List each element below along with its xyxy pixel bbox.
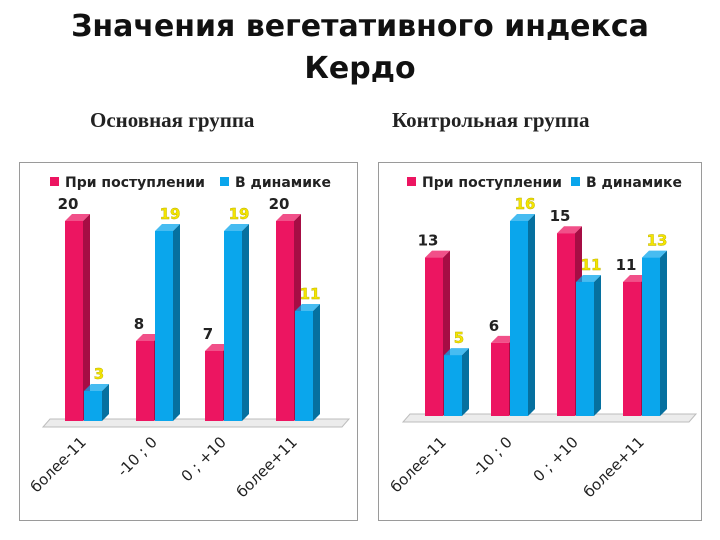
bar-side-s2-c4 xyxy=(660,250,667,416)
tick-label-c4: более+11 xyxy=(233,433,301,501)
legend-entry-2: В динамике xyxy=(586,175,682,191)
slide-title: Значения вегетативного индекса Кердо xyxy=(0,6,720,90)
chart-floor xyxy=(401,413,698,423)
bar-side-s1-c1 xyxy=(83,214,90,421)
data-label-s2-c4: 13 xyxy=(647,232,668,250)
tick-label-c2: -10 ; 0 xyxy=(114,433,161,480)
bar-s2-c2 xyxy=(155,231,173,421)
chart-main-group: При поступлении В динамике 20 3 более-11 8 19 -… xyxy=(19,162,358,521)
bar-s2-c4 xyxy=(642,257,660,416)
bar-top-s2-c1 xyxy=(84,384,109,391)
bar-top-s2-c2 xyxy=(510,214,535,221)
data-label-s2-c1: 3 xyxy=(94,365,104,383)
chart-floor xyxy=(41,418,351,428)
bar-side-s2-c4 xyxy=(313,304,320,421)
bar-side-s2-c1 xyxy=(462,348,469,416)
bar-top-s1-c4 xyxy=(623,274,648,282)
bar-top-s1-c2 xyxy=(491,335,516,343)
data-label-s2-c2: 19 xyxy=(160,205,181,223)
tick-label-c2: -10 ; 0 xyxy=(469,433,516,480)
data-label-s1-c4: 20 xyxy=(269,195,290,213)
bar-s2-c3 xyxy=(576,281,594,416)
legend-entry-2: В динамике xyxy=(235,175,331,191)
legend-entry-1: При поступлении xyxy=(65,175,205,191)
data-label-s2-c1: 5 xyxy=(454,329,464,347)
legend-entry-1: При поступлении xyxy=(422,175,562,191)
data-label-s1-c2: 8 xyxy=(134,315,144,333)
bar-s2-c1 xyxy=(444,355,462,416)
tick-label-c4: более+11 xyxy=(580,433,648,501)
title-line-1: Значения вегетативного индекса xyxy=(71,9,649,44)
bar-top-s2-c4 xyxy=(642,250,667,258)
data-label-s2-c3: 11 xyxy=(581,256,602,274)
title-line-2: Кердо xyxy=(304,51,416,86)
bar-s1-c1 xyxy=(65,221,83,421)
bar-top-s1-c3 xyxy=(557,226,582,234)
bar-side-s2-c2 xyxy=(173,224,180,421)
chart-control-svg: При поступлении В динамике 13 5 более-11 6 16 -… xyxy=(387,175,698,501)
bar-top-s2-c4 xyxy=(295,304,320,311)
data-label-s2-c2: 16 xyxy=(515,195,536,213)
bar-s2-c3 xyxy=(224,231,242,421)
data-label-s2-c4: 11 xyxy=(300,285,321,303)
data-label-s1-c4: 11 xyxy=(616,256,637,274)
group-label-main: Основная группа xyxy=(90,108,255,132)
legend-swatch-1 xyxy=(50,177,59,186)
bar-top-s1-c1 xyxy=(65,214,90,221)
data-label-s1-c1: 13 xyxy=(418,232,439,250)
bar-top-s1-c2 xyxy=(136,334,161,341)
bar-s1-c1 xyxy=(425,257,443,416)
data-label-s1-c3: 15 xyxy=(550,207,571,225)
bar-top-s2-c3 xyxy=(224,224,249,231)
bar-s2-c2 xyxy=(510,221,528,416)
bar-top-s2-c2 xyxy=(155,224,180,231)
bar-side-s2-c3 xyxy=(594,274,601,416)
chart-main-svg: При поступлении В динамике 20 3 более-11 8 19 -… xyxy=(27,175,351,501)
data-label-s1-c2: 6 xyxy=(489,317,499,335)
bar-s2-c4 xyxy=(295,311,313,421)
legend-swatch-2 xyxy=(220,177,229,186)
data-label-s2-c3: 19 xyxy=(229,205,250,223)
bar-top-s2-c1 xyxy=(444,348,469,356)
bar-side-s2-c1 xyxy=(102,384,109,421)
bar-top-s1-c3 xyxy=(205,344,230,351)
bar-s2-c1 xyxy=(84,391,102,421)
data-label-s1-c3: 7 xyxy=(203,325,213,343)
bar-top-s1-c4 xyxy=(276,214,301,221)
bar-top-s2-c3 xyxy=(576,274,601,282)
legend-swatch-1 xyxy=(407,177,416,186)
tick-label-c3: 0 ; +10 xyxy=(178,433,230,485)
bar-s1-c4 xyxy=(276,221,294,421)
chart-control-group: При поступлении В динамике 13 5 более-11 6 16 -… xyxy=(378,162,702,521)
bar-s1-c3 xyxy=(205,351,223,421)
bar-side-s2-c3 xyxy=(242,224,249,421)
bar-side-s2-c2 xyxy=(528,214,535,416)
bar-s1-c3 xyxy=(557,233,575,416)
bar-s1-c4 xyxy=(623,281,641,416)
bar-top-s1-c1 xyxy=(425,250,450,258)
bar-s1-c2 xyxy=(491,342,509,416)
data-label-s1-c1: 20 xyxy=(58,195,79,213)
legend-swatch-2 xyxy=(571,177,580,186)
tick-label-c3: 0 ; +10 xyxy=(530,433,582,485)
tick-label-c1: более-11 xyxy=(27,433,90,496)
bar-s1-c2 xyxy=(136,341,154,421)
tick-label-c1: более-11 xyxy=(387,433,450,496)
group-label-control: Контрольная группа xyxy=(392,108,590,132)
